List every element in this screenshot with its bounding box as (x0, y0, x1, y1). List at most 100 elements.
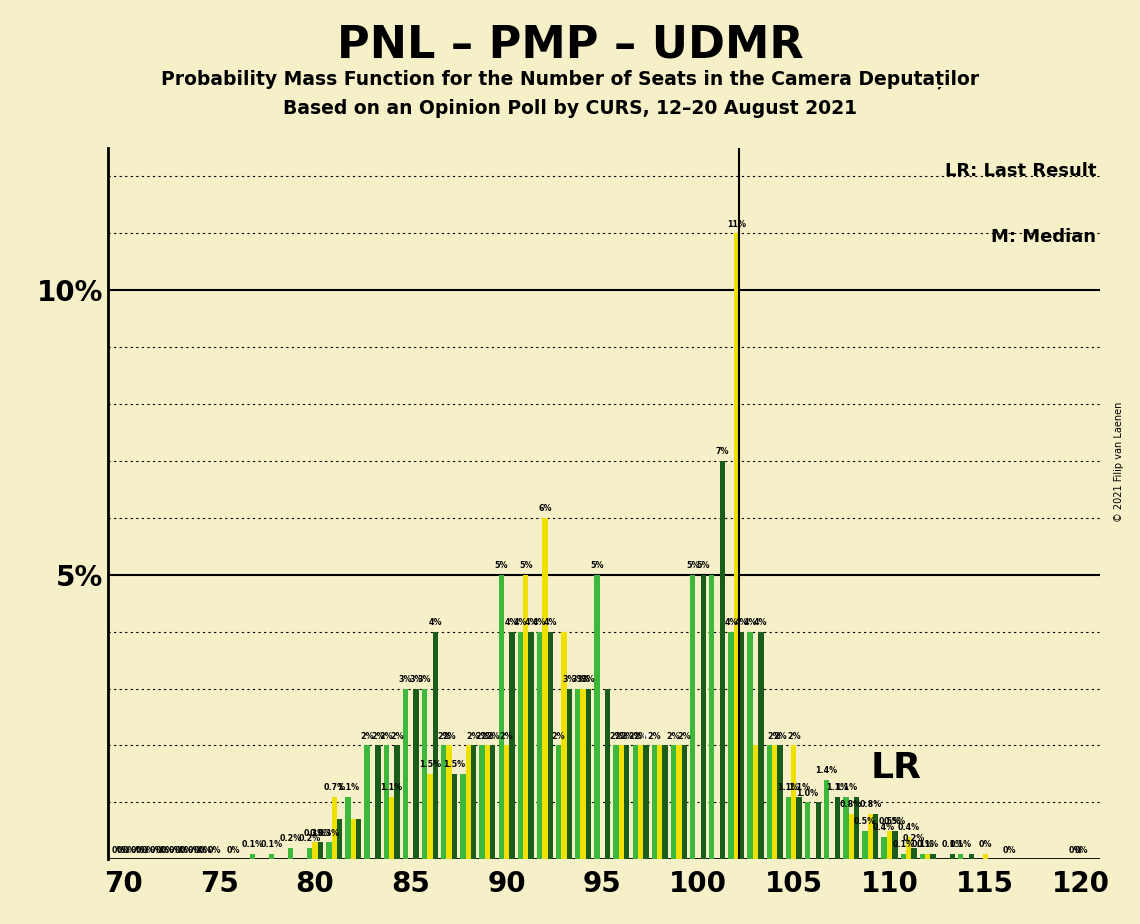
Text: 4%: 4% (754, 618, 767, 627)
Text: 0%: 0% (188, 845, 202, 855)
Bar (394, 746, 400, 859)
Bar (848, 814, 854, 859)
Bar (312, 843, 318, 859)
Bar (318, 843, 323, 859)
Text: 0.3%: 0.3% (309, 829, 332, 838)
Bar (701, 575, 706, 859)
Text: 0%: 0% (227, 845, 239, 855)
Text: 2%: 2% (372, 732, 384, 741)
Bar (365, 746, 369, 859)
Bar (250, 854, 255, 859)
Bar (690, 575, 695, 859)
Bar (652, 746, 657, 859)
Text: 0%: 0% (117, 845, 130, 855)
Bar (479, 746, 484, 859)
Bar (911, 848, 917, 859)
Text: © 2021 Filip van Laenen: © 2021 Filip van Laenen (1115, 402, 1124, 522)
Bar (414, 688, 418, 859)
Text: 2%: 2% (648, 732, 661, 741)
Text: 2%: 2% (667, 732, 681, 741)
Bar (734, 233, 739, 859)
Bar (682, 746, 687, 859)
Text: 1.5%: 1.5% (443, 760, 465, 770)
Text: 3%: 3% (409, 675, 423, 684)
Text: 2%: 2% (486, 732, 499, 741)
Bar (873, 814, 879, 859)
Text: 3%: 3% (563, 675, 576, 684)
Text: 0%: 0% (1003, 845, 1017, 855)
Text: Based on an Opinion Poll by CURS, 12–20 August 2021: Based on an Opinion Poll by CURS, 12–20 … (283, 99, 857, 118)
Text: 2%: 2% (609, 732, 622, 741)
Bar (543, 517, 547, 859)
Text: 1.0%: 1.0% (797, 789, 819, 797)
Text: M: Median: M: Median (992, 227, 1097, 246)
Text: 1.1%: 1.1% (826, 784, 848, 792)
Bar (868, 814, 873, 859)
Text: 2%: 2% (437, 732, 450, 741)
Text: 2%: 2% (677, 732, 691, 741)
Bar (805, 802, 811, 859)
Bar (547, 632, 553, 859)
Bar (561, 632, 567, 859)
Bar (643, 746, 649, 859)
Bar (785, 796, 791, 859)
Bar (748, 632, 752, 859)
Bar (930, 854, 936, 859)
Bar (906, 836, 911, 859)
Text: 3%: 3% (577, 675, 589, 684)
Bar (824, 780, 830, 859)
Bar (307, 848, 312, 859)
Text: 0%: 0% (136, 845, 149, 855)
Bar (925, 854, 930, 859)
Bar (356, 820, 361, 859)
Text: 2%: 2% (360, 732, 374, 741)
Bar (567, 688, 572, 859)
Bar (447, 746, 451, 859)
Bar (484, 746, 490, 859)
Bar (969, 854, 974, 859)
Bar (815, 802, 821, 859)
Bar (594, 575, 600, 859)
Text: 0.4%: 0.4% (897, 823, 920, 832)
Text: PNL – PMP – UDMR: PNL – PMP – UDMR (336, 23, 804, 67)
Text: 0%: 0% (978, 840, 992, 849)
Text: 2%: 2% (620, 732, 634, 741)
Bar (887, 831, 893, 859)
Text: 7%: 7% (716, 447, 730, 456)
Bar (498, 575, 504, 859)
Text: 1.1%: 1.1% (337, 784, 359, 792)
Text: 0%: 0% (161, 845, 174, 855)
Text: 0.1%: 0.1% (950, 840, 971, 849)
Text: 5%: 5% (686, 561, 700, 570)
Text: 0.2%: 0.2% (903, 834, 926, 844)
Text: 5%: 5% (591, 561, 604, 570)
Text: 0%: 0% (207, 845, 221, 855)
Text: 3%: 3% (581, 675, 595, 684)
Text: 2%: 2% (552, 732, 565, 741)
Text: 2%: 2% (481, 732, 495, 741)
Bar (854, 796, 860, 859)
Bar (433, 632, 438, 859)
Bar (490, 746, 496, 859)
Text: 0.8%: 0.8% (840, 800, 862, 809)
Text: 0%: 0% (1069, 845, 1082, 855)
Text: 0.7%: 0.7% (323, 784, 345, 792)
Bar (791, 746, 797, 859)
Bar (657, 746, 662, 859)
Text: 0%: 0% (155, 845, 169, 855)
Text: 2%: 2% (768, 732, 781, 741)
Text: 3%: 3% (571, 675, 585, 684)
Bar (288, 848, 293, 859)
Bar (676, 746, 682, 859)
Bar (586, 688, 592, 859)
Text: 0%: 0% (169, 845, 182, 855)
Bar (441, 746, 447, 859)
Bar (428, 774, 433, 859)
Bar (422, 688, 428, 859)
Bar (465, 746, 471, 859)
Text: 0.3%: 0.3% (304, 829, 326, 838)
Text: 2%: 2% (499, 732, 513, 741)
Text: 1.1%: 1.1% (834, 784, 857, 792)
Bar (950, 854, 955, 859)
Bar (580, 688, 586, 859)
